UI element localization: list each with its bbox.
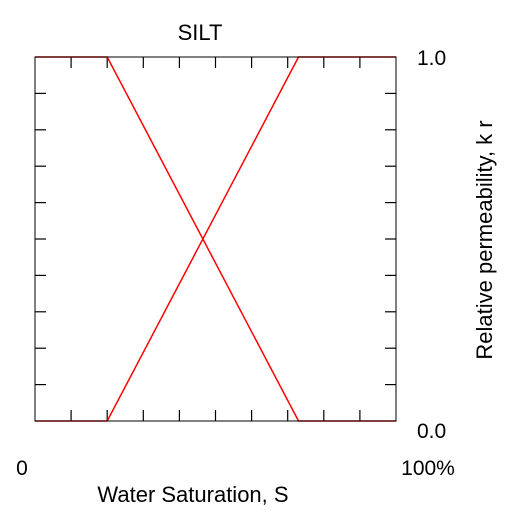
plot-frame [34,56,397,422]
y-axis-label: Relative permeability, k r [472,120,497,359]
x-axis-min-label: 0 [16,457,28,480]
chart-title: SILT [178,20,223,45]
x-axis-label: Water Saturation, S [97,482,288,507]
x-axis-max-label: 100% [401,457,455,480]
axis-ticks [35,57,396,421]
y-axis-min-label: 0.0 [417,420,446,443]
y-axis-max-label: 1.0 [417,47,446,70]
